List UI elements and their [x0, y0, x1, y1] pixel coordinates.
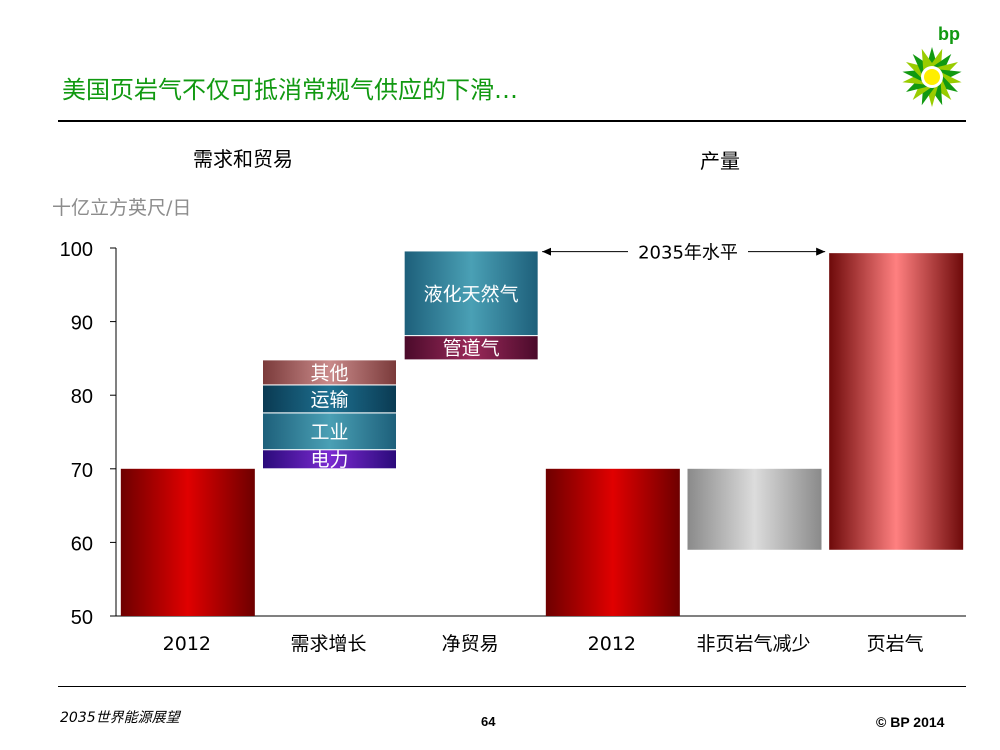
x-tick-label: 非页岩气减少	[696, 633, 810, 655]
annotation-label: 2035年水平	[638, 243, 738, 264]
y-tick-label: 90	[71, 313, 93, 335]
x-tick-label: 页岩气	[867, 633, 924, 655]
y-tick-label: 70	[71, 460, 93, 482]
y-tick-label: 50	[71, 607, 93, 629]
header-divider	[58, 120, 966, 122]
y-tick-label: 60	[71, 533, 93, 555]
segment-label: 运输	[310, 389, 348, 411]
bp-logo-text: bp	[938, 24, 960, 44]
bar-非页岩气减少	[687, 468, 822, 550]
segment-label: 液化天然气	[424, 283, 519, 305]
logo-petal	[921, 48, 935, 71]
page-title: 美国页岩气不仅可抵消常规气供应的下滑…	[62, 76, 518, 104]
unit-label: 十亿立方英尺/日	[52, 197, 192, 219]
footer-publication: 2035世界能源展望	[60, 710, 180, 726]
bp-logo	[902, 47, 962, 107]
segment-label: 其他	[310, 362, 348, 384]
segment-label: 工业	[310, 421, 348, 443]
section-heading-right: 产量	[700, 149, 740, 173]
bar-segment-液化天然气	[403, 250, 539, 337]
bar-segment-工业	[262, 412, 397, 451]
y-tick-label: 80	[71, 386, 93, 408]
x-tick-label: 2012	[163, 633, 211, 655]
footer-copyright: © BP 2014	[876, 714, 945, 730]
x-tick-label: 净贸易	[442, 633, 499, 655]
bar-segment-管道气	[403, 335, 539, 361]
section-heading-left: 需求和贸易	[193, 147, 293, 171]
footer-divider	[58, 686, 966, 687]
page-number: 64	[481, 714, 496, 729]
segment-label: 电力	[310, 449, 348, 471]
bar-2012	[120, 468, 255, 616]
bar-segment-其他	[262, 359, 397, 386]
y-tick-label: 100	[60, 239, 93, 261]
x-tick-label: 需求增长	[290, 633, 366, 655]
x-tick-label: 2012	[588, 633, 636, 655]
bar-segment-运输	[262, 384, 397, 414]
segment-label: 管道气	[443, 338, 500, 360]
bar-页岩气	[829, 253, 964, 550]
bar-2012	[545, 468, 680, 616]
